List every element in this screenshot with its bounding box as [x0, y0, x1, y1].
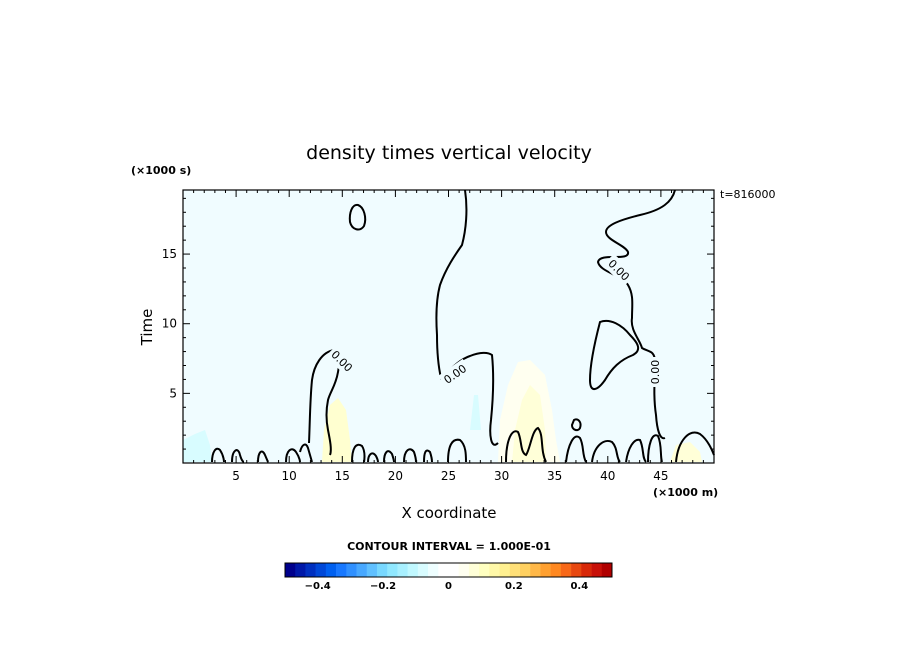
negative-anomaly-patch [470, 395, 481, 430]
zero-contour-line [211, 426, 715, 463]
y-axis-label: Time [138, 309, 156, 347]
colorbar-swatch [366, 563, 378, 577]
colorbar-swatch [325, 563, 337, 577]
colorbar [284, 562, 613, 578]
x-tick-label: 10 [282, 469, 297, 483]
x-tick-label: 15 [335, 469, 350, 483]
y-tick-label: 5 [169, 386, 177, 400]
colorbar-swatch [571, 563, 582, 577]
contour-label-bg [438, 358, 472, 390]
x-tick-label: 40 [600, 469, 615, 483]
colorbar-swatch [479, 563, 490, 577]
colorbar-swatch [560, 563, 572, 577]
colorbar-swatch [295, 563, 306, 577]
x-tick-label: 20 [388, 469, 403, 483]
colorbar-swatch [407, 563, 419, 577]
colorbar-swatch [336, 563, 347, 577]
x-tick-label: 30 [494, 469, 509, 483]
contour-label-bg [647, 357, 663, 387]
colorbar-tick-label: −0.4 [305, 581, 331, 592]
contour-label: 0.00 [649, 360, 662, 385]
colorbar-swatch [315, 563, 327, 577]
colorbar-tick-label: −0.2 [370, 581, 396, 592]
colorbar-tick-label: 0.2 [505, 581, 523, 592]
colorbar-swatch [305, 563, 316, 577]
colorbar-swatch [428, 563, 439, 577]
colorbar-swatch [387, 563, 398, 577]
colorbar-swatch [499, 563, 511, 577]
plot-background [183, 190, 714, 463]
colorbar-swatch [448, 563, 460, 577]
colorbar-swatch [438, 563, 449, 577]
colorbar-swatch [601, 563, 613, 577]
x-tick-marks: 5 10 15 20 25 30 35 40 45 [193, 190, 704, 483]
colorbar-swatch [397, 563, 408, 577]
colorbar-swatch [550, 563, 562, 577]
colorbar-swatch [530, 563, 541, 577]
y-tick-label: 15 [162, 247, 177, 261]
colorbar-swatch [468, 563, 480, 577]
colorbar-swatch [509, 563, 521, 577]
zero-contour-line [308, 348, 341, 456]
negative-anomaly-patch [183, 430, 212, 462]
positive-anomaly-patch [670, 442, 702, 462]
x-tick-label: 5 [232, 469, 240, 483]
y-tick-marks: 5 10 15 [162, 197, 714, 450]
colorbar-frame [284, 562, 613, 578]
x-axis-label: X coordinate [401, 504, 496, 522]
colorbar-swatch [285, 563, 296, 577]
contour-label-bg [602, 253, 636, 287]
chart-title: density times vertical velocity [306, 142, 592, 164]
colorbar-swatch [591, 563, 603, 577]
zero-contour-closed [348, 203, 367, 231]
colorbar-swatch [376, 563, 388, 577]
colorbar-tick-label: 0 [445, 581, 452, 592]
y-unit-label: (×1000 s) [131, 164, 191, 177]
colorbar-swatch [458, 563, 470, 577]
colorbar-swatch [489, 563, 500, 577]
colorbar-swatch [540, 563, 551, 577]
x-unit-label: (×1000 m) [653, 486, 718, 499]
colorbar-labels: −0.4 −0.2 0 0.2 0.4 [305, 581, 589, 592]
colorbar-swatch [581, 563, 592, 577]
colorbar-swatch [346, 563, 357, 577]
time-stamp-label: t=816000 [720, 188, 776, 201]
y-tick-label: 10 [162, 317, 177, 331]
colorbar-swatch [417, 563, 429, 577]
zero-contour-closed [588, 319, 640, 390]
colorbar-swatch [356, 563, 368, 577]
x-tick-label: 35 [547, 469, 562, 483]
x-tick-label: 25 [441, 469, 456, 483]
contour-label-bg [325, 344, 359, 378]
contour-interval-text: CONTOUR INTERVAL = 1.000E-01 [347, 540, 551, 553]
colorbar-swatch [520, 563, 531, 577]
x-tick-label: 45 [653, 469, 668, 483]
zero-contour-closed [570, 418, 582, 432]
colorbar-tick-label: 0.4 [570, 581, 588, 592]
plot-area: 0.00 0.00 0.00 0.00 5 10 15 20 25 30 35 40 45 51… [162, 189, 715, 483]
